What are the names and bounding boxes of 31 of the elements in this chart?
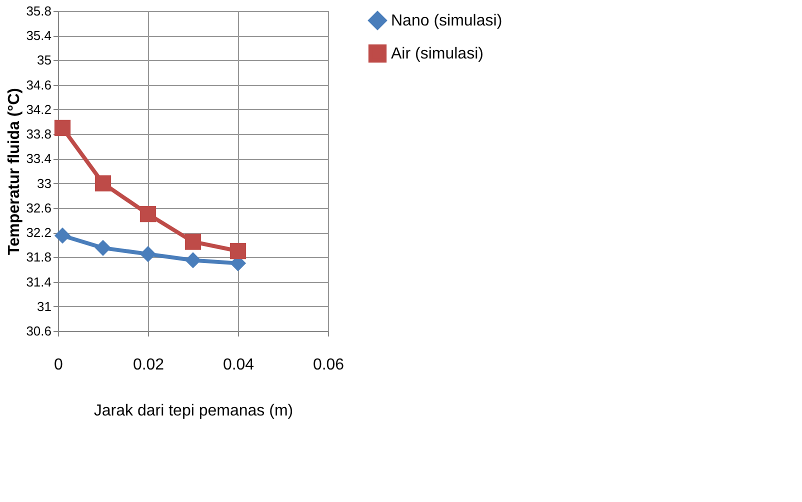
x-axis-title: Jarak dari tepi pemanas (m) [94, 402, 294, 420]
y-tick-label: 31 [37, 298, 52, 314]
y-tick-label: 35 [37, 52, 52, 68]
point [184, 252, 202, 268]
x-tick-label: 0.04 [222, 356, 254, 374]
point [140, 206, 156, 222]
y-tick-label: 35.4 [26, 28, 52, 44]
y-tick-label: 35.8 [26, 4, 52, 18]
y-tick-label: 33.4 [26, 151, 52, 166]
point [230, 242, 246, 260]
y-tick-label: 31.4 [26, 274, 52, 290]
x-tick-label: 0.02 [132, 356, 164, 374]
legend-label: Nano (simulasi) [391, 12, 502, 30]
point [94, 175, 112, 192]
x-tick-label: 0.06 [312, 356, 344, 374]
y-tick-label: 31.8 [26, 250, 52, 265]
point [54, 120, 71, 136]
y-axis-title: Temperatur fluida (°C) [6, 88, 24, 255]
y-tick-label: 34.6 [26, 77, 52, 92]
y-tick-label: 33 [37, 176, 52, 191]
point [94, 240, 112, 256]
x-tick-label: 0 [54, 356, 64, 374]
point [54, 228, 71, 244]
point [140, 246, 156, 262]
y-tick-label: 32.2 [26, 225, 52, 240]
y-tick-label: 34.2 [26, 102, 52, 117]
y-tick-label: 30.6 [26, 324, 52, 338]
legend-label: Air (simulasi) [391, 46, 484, 62]
point [184, 234, 202, 250]
y-tick-label: 32.6 [26, 200, 52, 216]
y-tick-label: 33.8 [26, 126, 52, 142]
